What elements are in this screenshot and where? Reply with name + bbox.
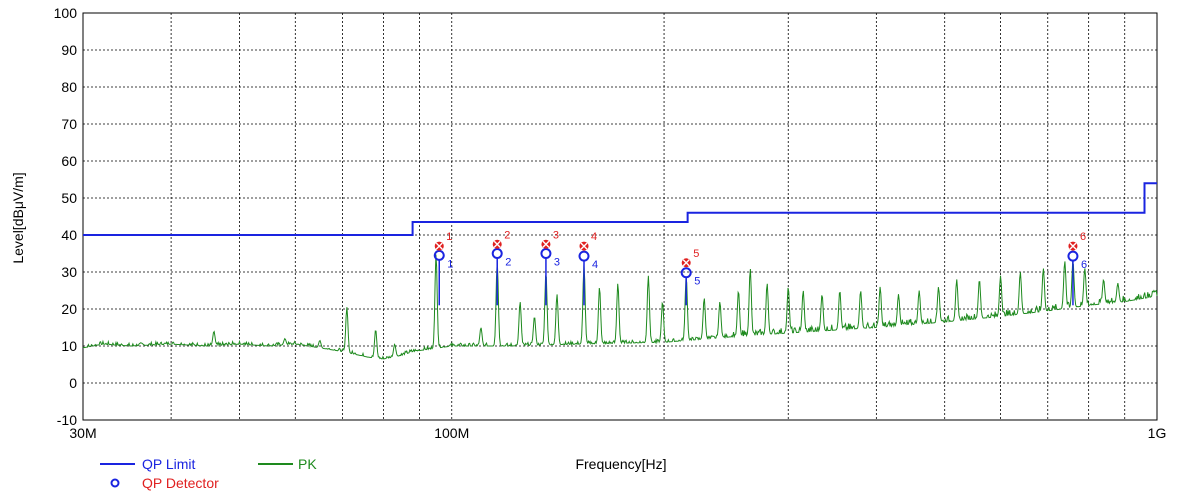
qp-marker-label: 2	[505, 257, 511, 269]
qp-marker-label: 4	[592, 259, 598, 271]
x-axis-label: Frequency[Hz]	[575, 456, 666, 472]
marker-group: 1 2 3 4 5 6 1 2 3 4 5 6	[433, 229, 1087, 306]
qp-marker-3	[540, 248, 552, 259]
y-tick-label: -10	[57, 412, 77, 428]
pk-marker-label: 6	[1080, 231, 1086, 243]
series-group	[82, 182, 1158, 360]
legend-label-qp-detector: QP Detector	[142, 475, 219, 491]
pk-marker-5	[681, 258, 691, 268]
pk-marker-label: 1	[446, 231, 452, 243]
qp-marker-label: 5	[694, 276, 700, 288]
y-tick-label: 70	[61, 116, 77, 132]
pk-marker-label: 4	[591, 231, 597, 243]
grid	[83, 12, 1157, 421]
pk-marker-2	[492, 239, 502, 249]
pk-marker-4	[579, 241, 589, 251]
plot-frame	[82, 12, 1158, 421]
pk-marker-cross	[682, 259, 690, 267]
y-tick-label: 40	[61, 227, 77, 243]
pk-marker-label: 5	[693, 248, 699, 260]
legend-label-qp-limit: QP Limit	[142, 456, 196, 472]
y-tick-label: 100	[54, 5, 78, 21]
pk-marker-3	[541, 239, 551, 249]
y-tick-label: 0	[69, 375, 77, 391]
y-tick-label: 60	[61, 153, 77, 169]
y-axis-label: Level[dBμV/m]	[10, 172, 26, 263]
qp-marker-5	[680, 267, 692, 279]
y-tick-label: 90	[61, 42, 77, 58]
x-tick-label: 1G	[1148, 425, 1167, 441]
qp-limit-line	[83, 182, 1157, 236]
x-axis-ticks: 30M 100M 1G	[69, 425, 1166, 441]
qp-marker-6	[1067, 250, 1079, 262]
legend: QP Limit PK QP Detector	[100, 456, 317, 491]
qp-marker-2	[491, 248, 503, 259]
pk-marker-cross	[542, 240, 550, 248]
pk-marker-cross	[580, 242, 588, 250]
pk-marker-1	[434, 241, 444, 251]
pk-series-line	[82, 254, 1158, 360]
pk-marker-cross	[435, 242, 443, 250]
pk-marker-cross	[1069, 242, 1077, 250]
x-tick-label: 100M	[434, 425, 469, 441]
y-tick-label: 20	[61, 301, 77, 317]
qp-marker-4	[578, 250, 590, 262]
y-tick-label: 30	[61, 264, 77, 280]
pk-marker-label: 3	[553, 229, 559, 241]
y-tick-label: 80	[61, 79, 77, 95]
qp-marker-label: 1	[447, 258, 453, 270]
qp-marker-label: 6	[1081, 259, 1087, 271]
pk-marker-label: 2	[504, 229, 510, 241]
legend-swatch-qp-detector	[110, 478, 120, 488]
legend-label-pk: PK	[298, 456, 317, 472]
qp-marker-1	[433, 249, 445, 261]
x-tick-label: 30M	[69, 425, 96, 441]
y-tick-label: 10	[61, 338, 77, 354]
y-tick-label: 50	[61, 190, 77, 206]
qp-marker-label: 3	[554, 257, 560, 269]
pk-marker-cross	[493, 240, 501, 248]
pk-marker-6	[1068, 241, 1078, 251]
